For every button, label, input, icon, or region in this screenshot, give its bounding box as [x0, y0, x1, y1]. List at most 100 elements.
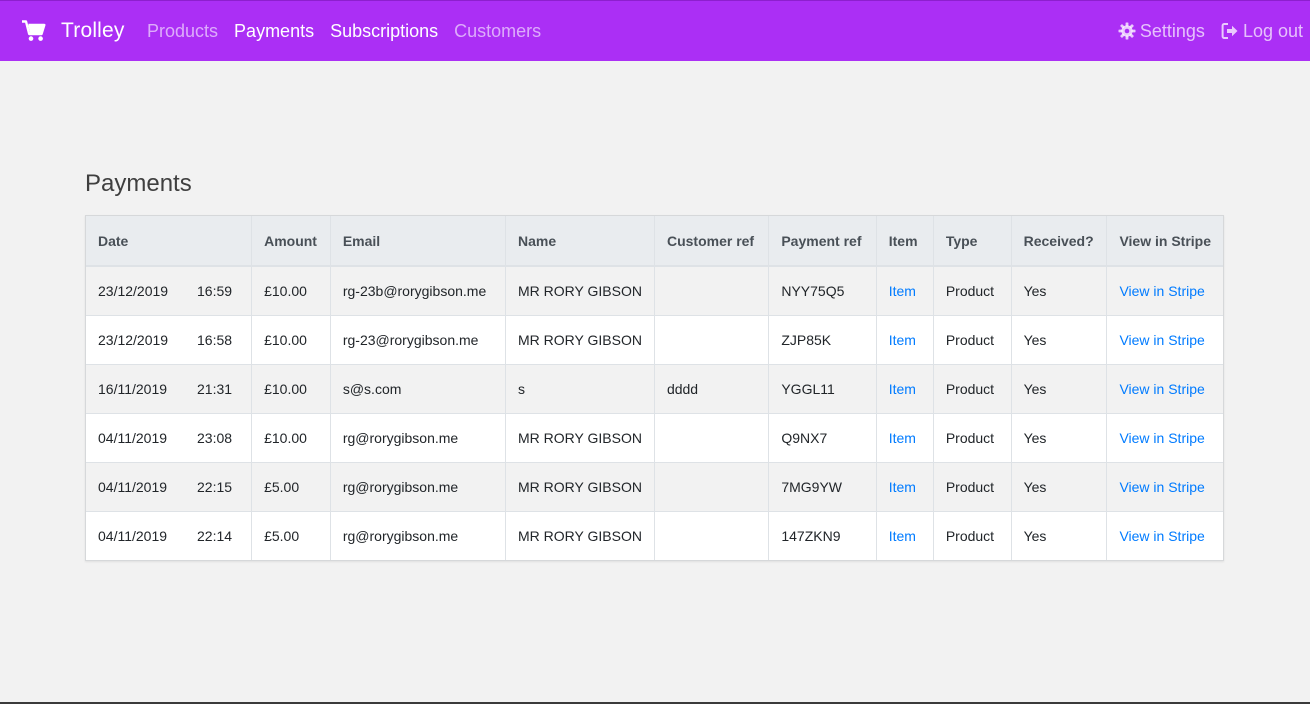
cell-amount: £10.00	[251, 364, 331, 414]
item-link[interactable]: Item	[888, 332, 916, 348]
cell-email: rg@rorygibson.me	[330, 511, 507, 560]
cell-received: Yes	[1011, 315, 1108, 365]
cell-date: 04/11/2019 22:14	[86, 511, 253, 560]
cell-customer-ref	[654, 315, 770, 365]
cell-amount: £10.00	[251, 413, 331, 463]
item-link[interactable]: Item	[888, 528, 916, 544]
cell-email: rg@rorygibson.me	[330, 462, 507, 512]
cell-name: MR RORY GIBSON	[505, 315, 655, 365]
cell-type: Product	[933, 511, 1012, 560]
cell-amount: £10.00	[251, 265, 331, 316]
cell-stripe: View in Stripe	[1106, 413, 1223, 463]
cell-date: 23/12/2019 16:59	[86, 265, 253, 316]
table-header-row: Date Amount Email Name Customer ref Paym…	[86, 216, 1223, 267]
nav-products[interactable]: Products	[147, 20, 219, 41]
view-in-stripe-link[interactable]: View in Stripe	[1119, 528, 1205, 544]
cell-date: 23/12/2019 16:58	[86, 315, 253, 365]
header-type: Type	[933, 216, 1012, 267]
header-name: Name	[505, 216, 655, 267]
header-item: Item	[876, 216, 934, 267]
cell-payment-ref: YGGL11	[768, 364, 877, 414]
date-value: 04/11/2019	[98, 479, 168, 495]
sign-out-icon	[1221, 22, 1239, 40]
logout-link[interactable]: Log out	[1221, 21, 1303, 42]
cell-email: rg@rorygibson.me	[330, 413, 507, 463]
payments-table-container: Date Amount Email Name Customer ref Paym…	[85, 215, 1224, 561]
cell-payment-ref: Q9NX7	[768, 413, 877, 463]
cell-received: Yes	[1011, 413, 1108, 463]
view-in-stripe-link[interactable]: View in Stripe	[1119, 283, 1205, 299]
settings-label: Settings	[1139, 20, 1205, 41]
date-value: 04/11/2019	[98, 430, 168, 446]
user-nav: Settings Log out	[1102, 1, 1303, 61]
time-value: 22:15	[197, 479, 233, 495]
cell-date: 04/11/2019 23:08	[86, 413, 253, 463]
time-value: 22:14	[197, 528, 233, 544]
table-row: 04/11/2019 23:08 £10.00 rg@rorygibson.me …	[86, 413, 1223, 463]
table-row: 23/12/2019 16:59 £10.00 rg-23b@rorygibson…	[86, 265, 1223, 316]
item-link[interactable]: Item	[888, 430, 916, 446]
header-email: Email	[330, 216, 507, 267]
cell-stripe: View in Stripe	[1106, 265, 1223, 316]
cell-customer-ref	[654, 413, 770, 463]
view-in-stripe-link[interactable]: View in Stripe	[1119, 332, 1205, 348]
cell-stripe: View in Stripe	[1106, 462, 1223, 512]
bottom-border	[0, 702, 1310, 704]
cell-item: Item	[876, 364, 934, 414]
cell-item: Item	[876, 462, 934, 512]
shopping-cart-icon	[22, 20, 46, 42]
item-link[interactable]: Item	[888, 283, 916, 299]
date-value: 23/12/2019	[98, 332, 169, 348]
time-value: 16:59	[197, 283, 233, 299]
cell-customer-ref: dddd	[654, 364, 770, 414]
nav-payments[interactable]: Payments	[234, 20, 315, 41]
item-link[interactable]: Item	[888, 479, 916, 495]
header-payment-ref: Payment ref	[768, 216, 877, 267]
cell-name: MR RORY GIBSON	[505, 511, 655, 560]
date-value: 23/12/2019	[98, 283, 169, 299]
nav-subscriptions[interactable]: Subscriptions	[330, 20, 439, 41]
cell-amount: £5.00	[251, 462, 331, 512]
view-in-stripe-link[interactable]: View in Stripe	[1119, 430, 1205, 446]
cell-item: Item	[876, 511, 934, 560]
cell-received: Yes	[1011, 462, 1108, 512]
cell-payment-ref: NYY75Q5	[768, 265, 877, 316]
header-received: Received?	[1011, 216, 1108, 267]
table-row: 16/11/2019 21:31 £10.00 s@s.com s dddd YG…	[86, 364, 1223, 414]
cell-received: Yes	[1011, 364, 1108, 414]
date-value: 04/11/2019	[98, 528, 168, 544]
top-navbar: Trolley Products Payments Subscriptions …	[0, 0, 1310, 61]
settings-link[interactable]: Settings	[1118, 21, 1205, 42]
header-customer-ref: Customer ref	[654, 216, 770, 267]
cell-name: MR RORY GIBSON	[505, 413, 655, 463]
brand-link[interactable]: Trolley	[22, 1, 125, 61]
cell-customer-ref	[654, 511, 770, 560]
table-row: 04/11/2019 22:15 £5.00 rg@rorygibson.me M…	[86, 462, 1223, 512]
cell-item: Item	[876, 413, 934, 463]
cell-stripe: View in Stripe	[1106, 511, 1223, 560]
cell-type: Product	[933, 315, 1012, 365]
logout-label: Log out	[1242, 20, 1303, 41]
time-value: 16:58	[197, 332, 233, 348]
cell-payment-ref: ZJP85K	[768, 315, 877, 365]
cell-name: MR RORY GIBSON	[505, 462, 655, 512]
header-view-in-stripe: View in Stripe	[1106, 216, 1223, 267]
brand-name: Trolley	[61, 19, 125, 42]
cell-payment-ref: 147ZKN9	[768, 511, 877, 560]
view-in-stripe-link[interactable]: View in Stripe	[1119, 381, 1205, 397]
gear-icon	[1118, 22, 1136, 40]
table-row: 04/11/2019 22:14 £5.00 rg@rorygibson.me M…	[86, 511, 1223, 560]
cell-amount: £10.00	[251, 315, 331, 365]
view-in-stripe-link[interactable]: View in Stripe	[1119, 479, 1205, 495]
header-amount: Amount	[251, 216, 331, 267]
cell-email: rg-23@rorygibson.me	[330, 315, 507, 365]
nav-customers[interactable]: Customers	[454, 20, 542, 41]
cell-customer-ref	[654, 462, 770, 512]
cell-type: Product	[933, 462, 1012, 512]
payments-table: Date Amount Email Name Customer ref Paym…	[86, 216, 1223, 560]
item-link[interactable]: Item	[888, 381, 916, 397]
cell-type: Product	[933, 265, 1012, 316]
cell-name: MR RORY GIBSON	[505, 265, 655, 316]
cell-item: Item	[876, 265, 934, 316]
cell-stripe: View in Stripe	[1106, 315, 1223, 365]
